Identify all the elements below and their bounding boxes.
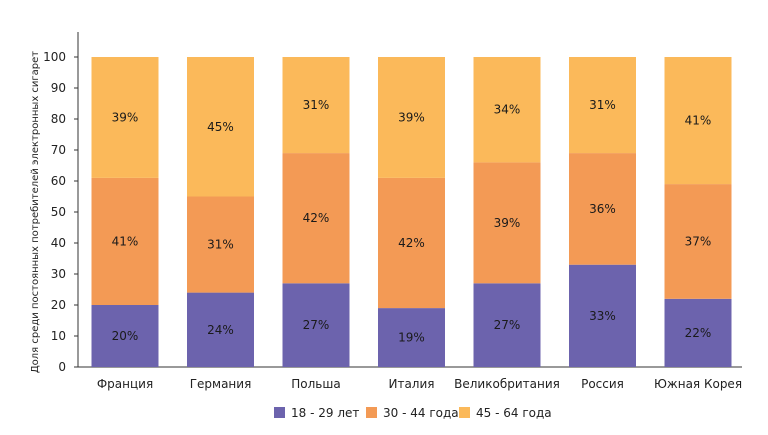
bar-segment [664,184,732,299]
data-label: 41% [685,114,712,128]
bar-segment [664,298,732,367]
bar-segment [473,162,541,284]
data-label: 36% [589,202,616,216]
bar-segment [187,196,254,293]
data-label: 34% [494,103,521,117]
data-label: 31% [207,238,234,252]
bar-segment [378,177,445,309]
legend-label: 30 - 44 года [383,406,459,420]
x-tick-label: Великобритания [454,377,560,391]
y-tick-label: 50 [51,205,66,219]
y-tick-label: 90 [51,81,66,95]
y-tick-label: 20 [51,298,66,312]
bar-segment [282,153,350,284]
bars-group: 20% 41% 39% 24% 31% 45% 27% 42% 31% 19% 42% 39% 27% 3… [91,57,732,367]
data-label: 19% [398,331,425,345]
category-labels: Франция Германия Польша Италия Великобритани… [97,377,742,391]
data-label: 27% [303,318,330,332]
bar-segment [282,57,350,154]
y-tick-label: 70 [51,143,66,157]
y-tick-label: 30 [51,267,66,281]
x-tick-label: Южная Корея [654,377,742,391]
data-label: 27% [494,318,521,332]
legend-swatch [274,407,285,418]
x-tick-label: Германия [190,377,252,391]
y-axis-label: Доля среди постоянных потребителей элект… [30,51,41,373]
x-tick-label: Франция [97,377,153,391]
bar-segment [187,57,254,197]
data-label: 42% [398,236,425,250]
bar-segment [91,177,159,305]
legend: 18 - 29 лет 30 - 44 года 45 - 64 года [274,406,552,420]
bar-segment [91,57,159,178]
y-tick-label: 10 [51,329,66,343]
x-tick-label: Россия [581,377,624,391]
data-label: 41% [112,234,139,248]
y-tick-label: 60 [51,174,66,188]
bar-segment [664,57,732,185]
data-label: 22% [685,326,712,340]
data-label: 31% [303,98,330,112]
data-label: 39% [398,110,425,124]
legend-swatch [459,407,470,418]
bar-segment [473,57,541,163]
x-tick-label: Польша [291,377,340,391]
legend-label: 18 - 29 лет [291,406,359,420]
data-label: 31% [589,98,616,112]
bar-segment [569,57,636,154]
data-label: 45% [207,120,234,134]
bar-segment [569,153,636,265]
y-tick-label: 40 [51,236,66,250]
y-tick-label: 100 [43,50,66,64]
y-tick-label: 0 [58,360,66,374]
legend-label: 45 - 64 года [476,406,552,420]
bar-segment [187,292,254,367]
bar-segment [378,57,445,178]
bar-segment [569,264,636,367]
data-label: 24% [207,323,234,337]
x-tick-label: Италия [388,377,434,391]
data-label: 37% [685,234,712,248]
bar-segment [473,283,541,367]
data-label: 42% [303,211,330,225]
data-label: 20% [112,329,139,343]
bar-segment [378,308,445,367]
data-label: 39% [494,216,521,230]
data-label: 39% [112,110,139,124]
y-tick-label: 80 [51,112,66,126]
data-label: 33% [589,309,616,323]
legend-swatch [366,407,377,418]
bar-segment [282,283,350,367]
bar-segment [91,305,159,367]
